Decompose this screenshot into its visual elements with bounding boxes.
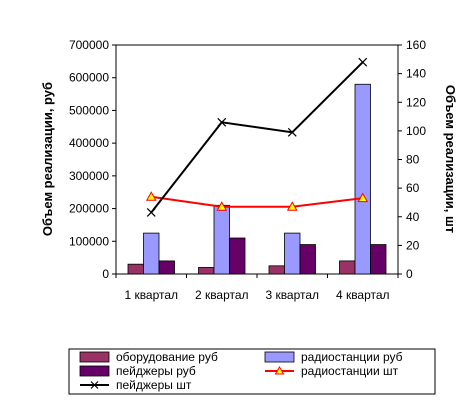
bar-оборудование-руб xyxy=(127,263,144,275)
right-axis-title: Объем реализации, шт xyxy=(443,85,458,233)
right-axis-tick-label: 60 xyxy=(406,181,420,195)
left-axis-tick-label: 600000 xyxy=(69,71,109,85)
right-axis-tick-label: 140 xyxy=(406,67,426,81)
legend-marker-x xyxy=(90,381,99,389)
marker-triangle xyxy=(145,191,157,201)
bar-пейджеры-руб xyxy=(229,237,246,275)
left-axis-tick-label: 400000 xyxy=(69,136,109,150)
bar-пейджеры-руб xyxy=(370,244,387,275)
legend-label: радиостанции руб xyxy=(301,350,403,364)
marker-triangle xyxy=(286,201,298,211)
x-axis-category-label: 4 квартал xyxy=(336,288,390,302)
marker-x xyxy=(146,208,156,217)
bar-оборудование-руб xyxy=(198,267,215,275)
x-axis-category-label: 1 квартал xyxy=(124,288,178,302)
left-axis-tick-label: 300000 xyxy=(69,169,109,183)
line-радиостанции-шт xyxy=(151,195,363,208)
legend-label: пейджеры руб xyxy=(116,364,196,378)
left-axis-tick-label: 0 xyxy=(102,267,109,281)
legend-swatch xyxy=(79,365,110,377)
right-axis-tick-label: 0 xyxy=(406,267,413,281)
marker-x xyxy=(287,127,297,137)
right-axis-tick-label: 100 xyxy=(406,124,426,138)
marker-x xyxy=(358,57,368,67)
left-axis-tick-label: 500000 xyxy=(69,103,109,117)
right-axis-tick-label: 120 xyxy=(406,95,426,109)
x-axis-category-label: 2 квартал xyxy=(195,288,249,302)
bar-оборудование-руб xyxy=(339,260,356,275)
marker-x xyxy=(217,117,227,127)
bar-пейджеры-руб xyxy=(158,260,175,275)
bar-радиостанции-руб xyxy=(143,232,160,275)
right-axis-tick-label: 40 xyxy=(406,210,420,224)
right-axis-tick-label: 160 xyxy=(406,38,426,52)
bar-пейджеры-руб xyxy=(299,244,316,275)
marker-triangle xyxy=(216,201,228,211)
bar-радиостанции-руб xyxy=(213,204,230,275)
legend-label: оборудование руб xyxy=(116,350,218,364)
legend: оборудование руб радиостанции руб пейджеры… xyxy=(68,348,436,395)
line-пейджеры-шт xyxy=(150,61,364,214)
bar-радиостанции-руб xyxy=(284,232,301,275)
legend-swatch xyxy=(264,351,295,363)
legend-swatch xyxy=(79,351,110,363)
right-axis-tick-label: 80 xyxy=(406,153,420,167)
left-axis-tick-label: 200000 xyxy=(69,202,109,216)
x-axis-category-label: 3 квартал xyxy=(265,288,319,302)
right-axis-tick-label: 20 xyxy=(406,238,420,252)
legend-label: пейджеры шт xyxy=(116,378,192,392)
marker-triangle xyxy=(357,192,369,203)
bar-радиостанции-руб xyxy=(354,83,371,275)
left-axis-tick-label: 700000 xyxy=(69,38,109,52)
plot-area: 0 100000 200000 300000 400000 500000 600000 700… xyxy=(69,38,426,302)
legend-label: радиостанции шт xyxy=(301,364,399,378)
legend-marker-triangle xyxy=(274,365,285,375)
left-axis-title: Объем реализации, руб xyxy=(40,82,55,236)
bar-оборудование-руб xyxy=(268,265,285,275)
left-axis-tick-label: 100000 xyxy=(69,234,109,248)
